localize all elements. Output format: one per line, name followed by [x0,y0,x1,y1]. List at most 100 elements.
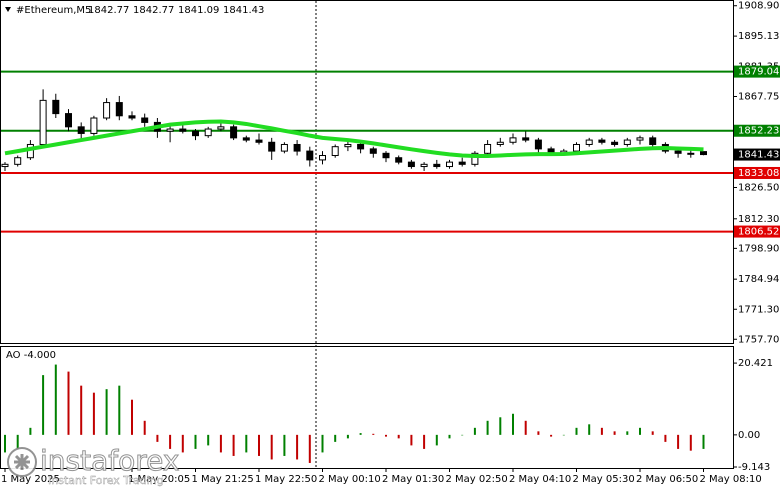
ao-bar [169,434,172,449]
candle-body [369,148,377,154]
ao-panel [0,346,734,469]
title-high: 1842.77 [133,5,174,16]
x-tick-label: 2 May 04:10 [509,474,571,485]
candle-body [192,130,199,137]
candle-body [534,139,542,150]
y-tick-label: 1895.13 [738,31,779,42]
candle-body [141,117,149,123]
level-label: 1833.08 [738,168,779,179]
candle-body [166,128,174,132]
y-tick-label: 1757.70 [738,334,779,345]
candle-body [573,143,580,152]
candle-body [230,126,238,139]
candle-body [280,143,288,152]
ao-bar [29,427,32,435]
candle-body [65,113,72,128]
y-tick-label: 0.00 [738,430,760,441]
watermark-brand: instaforex [40,444,179,477]
candle-body [115,102,123,117]
ao-bar [156,434,159,442]
candle-body [306,150,314,161]
ao-bar [385,434,387,437]
ao-bar [473,427,476,435]
ao-bar [512,413,514,435]
candle-body [585,139,593,145]
y-tick-label: 1867.75 [738,92,779,103]
title-open: 1842.77 [88,5,129,16]
y-tick-label: -9.143 [738,462,770,473]
ao-bar [4,434,6,453]
ao-bar [575,427,578,435]
x-tick-label: 2 May 01:30 [382,474,444,485]
watermark-slogan: Instant Forex Trading [48,474,164,487]
candle-body [268,141,276,152]
title-group: #Ethereum,M5 1842.77 1842.77 1841.09 184… [5,5,264,16]
candle-body [344,143,352,148]
candle-body [204,128,212,137]
current-price-label: 1841.43 [738,150,779,161]
ao-bar [423,434,426,449]
candle-body [52,99,60,115]
ao-bar [308,434,311,463]
ao-bar [537,431,540,435]
x-tick-label: 2 May 08:10 [700,474,762,485]
ao-bar [410,434,413,446]
current-price-tag [734,148,780,161]
x-tick-label: 2 May 06:50 [636,474,698,485]
x-tick-label: 1 May 21:25 [192,474,254,485]
y-tick-label: 1784.94 [738,274,779,285]
ao-bar [258,434,260,456]
x-tick-label: 1 May 2025 [1,474,60,485]
x-tick-label: 2 May 05:30 [573,474,635,485]
ao-bar [270,434,273,460]
y-tick-label: 20.421 [738,358,773,369]
watermark-logo-mark [14,454,30,470]
candle-body [687,152,695,155]
ao-bar [562,434,565,436]
ao-bar [702,434,705,449]
level-label: 1806.52 [738,227,779,238]
ao-bar [346,434,349,439]
ao-bar [321,434,324,453]
ao-bar [677,434,680,449]
candle-body [77,126,85,134]
ao-bar [524,420,527,435]
y-tick-label: 1771.30 [738,304,779,315]
candle-body [331,146,339,157]
level-tag [734,225,780,238]
chart-title: #Ethereum,M5 [16,5,91,16]
candle-body [319,155,326,161]
ao-bar [219,434,222,453]
y-tick-label: 1908.90 [738,1,779,12]
title-close: 1841.43 [223,5,264,16]
candle-body [700,151,707,156]
candle-body [217,126,225,130]
candle-body [382,152,390,159]
x-tick-label: 2 May 00:10 [319,474,381,485]
level-tag [734,124,780,137]
ao-bar [232,434,235,456]
candle-body [496,141,504,145]
candle-body [458,161,466,165]
candle-body [103,102,111,119]
level-label: 1852.23 [738,126,779,137]
ao-bar [54,364,57,435]
candle-body [649,137,657,145]
y-tick-label: 1826.50 [738,182,779,193]
candle-body [395,157,403,163]
candle-body [611,141,619,145]
ao-bar [207,434,210,446]
level-tag [734,166,780,179]
ao-bar [486,420,489,435]
candle-body [636,137,644,141]
title-arrow [5,7,11,12]
ao-bar [67,371,70,435]
ao-bar [499,417,502,435]
candle-body [90,117,98,134]
candle-body [446,161,453,168]
ao-bar [245,434,248,453]
candle-body [255,139,263,143]
ao-bar [105,389,108,435]
ao-bar [283,434,286,456]
